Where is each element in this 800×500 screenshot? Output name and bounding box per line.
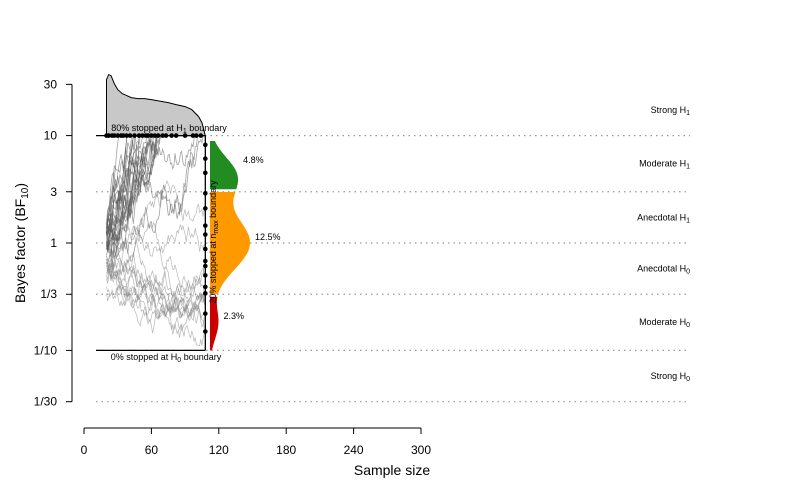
h1-stop-point bbox=[112, 133, 117, 138]
nmax-distribution-label: 4.8% bbox=[243, 155, 264, 165]
h1-stop-point bbox=[121, 133, 126, 138]
bf-trajectory bbox=[106, 241, 206, 346]
nmax-distribution-label: 12.5% bbox=[255, 232, 281, 242]
nmax-stop-point bbox=[203, 284, 208, 290]
bf-trajectory bbox=[106, 135, 137, 236]
h1-stop-point bbox=[124, 133, 129, 138]
bf-trajectory bbox=[106, 223, 206, 272]
bf-trajectory bbox=[106, 135, 134, 228]
h1-stop-point bbox=[145, 133, 151, 138]
nmax-stop-point bbox=[203, 329, 208, 334]
nmax-stop-point bbox=[203, 263, 208, 269]
y-tick-label: 1/3 bbox=[40, 287, 57, 301]
x-tick-label: 180 bbox=[276, 443, 296, 457]
nmax-stop-point bbox=[203, 232, 208, 237]
y-axis-title-sub: 10 bbox=[20, 187, 31, 199]
nmax-stop-point bbox=[203, 246, 208, 252]
h1-stop-point bbox=[140, 133, 145, 138]
nmax-stop-point bbox=[203, 156, 208, 161]
h1-stop-point bbox=[152, 133, 158, 138]
h1-stop-point bbox=[136, 133, 142, 138]
h1-stop-point bbox=[115, 133, 120, 138]
y-axis-title-main: Bayes factor (BF bbox=[12, 199, 28, 303]
x-axis-title: Sample size bbox=[354, 462, 430, 478]
nmax-stop-point bbox=[203, 311, 208, 316]
h1-stop-point bbox=[127, 133, 133, 138]
x-tick-label: 240 bbox=[344, 443, 364, 457]
bf-trajectory bbox=[106, 263, 206, 322]
bf-trajectory bbox=[106, 135, 120, 237]
y-tick-label: 1/30 bbox=[34, 395, 58, 409]
x-tick-label: 300 bbox=[411, 443, 431, 457]
x-tick-label: 0 bbox=[81, 443, 88, 457]
stopping-time-density-h1 bbox=[106, 73, 206, 137]
bf-trajectory bbox=[106, 249, 206, 334]
nmax-distribution-label: 2.3% bbox=[223, 311, 244, 321]
h1-stop-point bbox=[132, 133, 137, 138]
nmax-stop-point bbox=[203, 273, 208, 278]
y-axis-ticks: 30 10 3 1 1/3 1/10 1/30 bbox=[34, 77, 72, 409]
h1-boundary-annotation: 80% stopped at H1 boundary bbox=[111, 123, 227, 135]
axes: 30 10 3 1 1/3 1/10 1/30 0 60 120 180 240 300 bbox=[34, 77, 432, 457]
evidence-category-label: Strong H1 bbox=[651, 105, 691, 117]
h1-stop-point bbox=[163, 133, 169, 138]
y-tick-label: 1 bbox=[50, 236, 57, 250]
nmax-boundary-annotation: 20% stopped at nmax boundary bbox=[208, 180, 220, 304]
x-tick-label: 120 bbox=[209, 443, 229, 457]
evidence-category-label: Strong H0 bbox=[651, 371, 691, 383]
nmax-bf-distribution: 4.8% 12.5% 2.3% bbox=[210, 141, 281, 351]
nmax-stop-point bbox=[203, 291, 208, 296]
bf-trajectory bbox=[106, 265, 206, 311]
nmax-stop-point bbox=[203, 142, 208, 148]
h1-stop-point bbox=[173, 133, 179, 138]
bf-trajectory bbox=[106, 221, 206, 303]
bf-trajectory bbox=[106, 135, 141, 241]
x-tick-label: 60 bbox=[145, 443, 159, 457]
y-axis-title: Bayes factor (BF10) bbox=[12, 183, 31, 303]
h1-stop-point bbox=[182, 133, 188, 138]
evidence-category-label: Moderate H1 bbox=[639, 159, 690, 171]
nmax-stop-point bbox=[203, 191, 208, 196]
nmax-stop-point bbox=[203, 170, 208, 176]
nmax-stop-point bbox=[203, 206, 208, 211]
h1-stop-point bbox=[106, 133, 112, 138]
evidence-category-labels: Strong H1 Moderate H1 Anecdotal H1 Anecdota… bbox=[637, 105, 690, 383]
h1-stop-point bbox=[169, 133, 174, 138]
bf-trajectory bbox=[106, 180, 206, 274]
bf-trajectories bbox=[106, 135, 206, 346]
stop-points bbox=[104, 133, 208, 334]
evidence-category-label: Moderate H0 bbox=[639, 317, 690, 329]
nmax-distribution-segment bbox=[210, 192, 250, 294]
h1-stop-point bbox=[149, 133, 154, 138]
evidence-category-label: Anecdotal H0 bbox=[637, 264, 690, 276]
y-tick-label: 1/10 bbox=[34, 343, 58, 357]
h1-stop-point bbox=[198, 133, 204, 138]
evidence-category-label: Anecdotal H1 bbox=[637, 212, 690, 224]
h1-stop-point bbox=[190, 133, 196, 138]
nmax-stop-point bbox=[203, 258, 208, 264]
y-tick-label: 30 bbox=[44, 77, 58, 91]
y-tick-label: 3 bbox=[50, 185, 57, 199]
x-axis-ticks: 0 60 120 180 240 300 bbox=[81, 428, 431, 457]
h1-stop-point bbox=[160, 133, 165, 138]
nmax-distribution-segment bbox=[210, 141, 239, 190]
nmax-stop-point bbox=[203, 223, 208, 228]
h1-stop-point bbox=[155, 133, 161, 138]
h0-boundary-annotation: 0% stopped at H0 boundary bbox=[111, 352, 222, 364]
y-axis-title-close: ) bbox=[12, 183, 28, 188]
nmax-distribution-segment bbox=[210, 296, 219, 351]
bf-trajectory bbox=[106, 135, 196, 250]
h1-stop-point bbox=[194, 133, 199, 138]
bf-trajectory bbox=[106, 260, 206, 307]
y-tick-label: 10 bbox=[44, 129, 58, 143]
bf-trajectory bbox=[106, 279, 206, 328]
